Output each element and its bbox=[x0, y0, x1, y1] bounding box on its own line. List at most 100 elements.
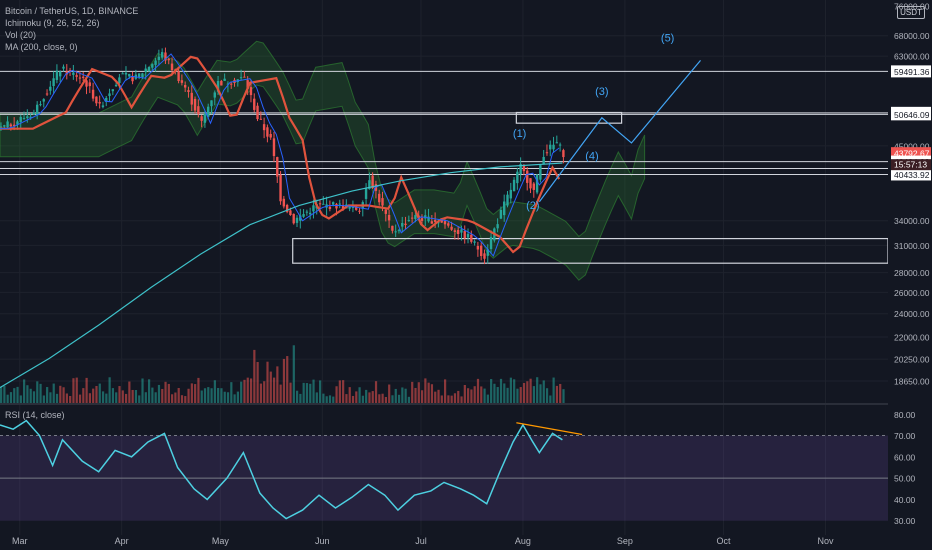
volume-bar bbox=[233, 394, 236, 403]
candle-body bbox=[243, 76, 246, 78]
volume-bar bbox=[138, 395, 141, 403]
candle-body bbox=[124, 72, 128, 75]
volume-bar bbox=[101, 391, 105, 403]
candle-body bbox=[239, 77, 243, 79]
volume-bar bbox=[121, 390, 124, 403]
candle-body bbox=[75, 75, 78, 77]
candle-body bbox=[65, 71, 68, 75]
volume-bar bbox=[532, 386, 535, 403]
volume-bar bbox=[105, 393, 108, 403]
candle-body bbox=[49, 86, 52, 91]
candle-body bbox=[220, 80, 223, 86]
candle-body bbox=[285, 205, 289, 212]
candle-body bbox=[535, 174, 539, 193]
volume-bar bbox=[148, 379, 151, 403]
volume-bar bbox=[486, 394, 489, 403]
candle-body bbox=[496, 224, 499, 229]
volume-bar bbox=[450, 395, 453, 403]
candle-body bbox=[312, 205, 315, 212]
candle-body bbox=[262, 124, 266, 131]
volume-bar bbox=[85, 377, 88, 403]
candle-body bbox=[552, 144, 555, 150]
volume-bar bbox=[542, 380, 545, 403]
candle-body bbox=[305, 211, 309, 213]
volume-bar bbox=[420, 390, 424, 403]
legend-symbol: Bitcoin / TetherUS, 1D, BINANCE bbox=[5, 6, 139, 16]
volume-bar bbox=[529, 378, 532, 403]
candle-body bbox=[519, 164, 522, 175]
candle-body bbox=[358, 210, 361, 212]
volume-bars bbox=[0, 345, 565, 403]
price-tick-label: 18650.00 bbox=[894, 377, 930, 387]
volume-bar bbox=[404, 388, 407, 403]
candle-body bbox=[203, 113, 207, 123]
candle-body bbox=[463, 231, 466, 239]
candle-body bbox=[19, 116, 22, 122]
wave-label-1: (1) bbox=[513, 128, 526, 140]
volume-bar bbox=[9, 392, 13, 403]
volume-bar bbox=[42, 395, 45, 403]
volume-bar bbox=[217, 387, 220, 403]
candle-body bbox=[404, 223, 407, 225]
candle-body bbox=[443, 221, 447, 225]
candle-body bbox=[187, 90, 190, 93]
volume-bar bbox=[124, 393, 128, 403]
volume-bar bbox=[177, 387, 180, 403]
price-tick-label: 20250.00 bbox=[894, 355, 930, 365]
rsi-tick-label: 70.00 bbox=[894, 431, 916, 441]
candle-body bbox=[3, 125, 6, 127]
candle-body bbox=[470, 234, 473, 242]
candle-body bbox=[322, 203, 325, 205]
candle-body bbox=[0, 126, 3, 128]
candle-body bbox=[420, 218, 424, 221]
legend-ichimoku: Ichimoku (9, 26, 52, 26) bbox=[5, 18, 100, 28]
candle-body bbox=[137, 73, 141, 78]
candle-body bbox=[440, 220, 443, 223]
volume-bar bbox=[503, 383, 506, 403]
candle-body bbox=[82, 76, 85, 78]
volume-bar bbox=[259, 383, 263, 403]
candle-body bbox=[555, 142, 559, 144]
time-tick-label: Mar bbox=[12, 536, 28, 546]
candle-body bbox=[499, 209, 503, 219]
volume-bar bbox=[322, 393, 325, 403]
volume-bar bbox=[29, 388, 32, 403]
candle-body bbox=[88, 82, 91, 87]
candle-body bbox=[269, 133, 272, 138]
volume-bar bbox=[263, 381, 266, 403]
volume-bar bbox=[279, 384, 282, 403]
currency-badge[interactable]: USDT bbox=[897, 6, 925, 19]
volume-bar bbox=[394, 388, 397, 403]
volume-bar bbox=[292, 345, 295, 403]
volume-bar bbox=[65, 393, 68, 403]
level-price-badge bbox=[891, 65, 931, 78]
candle-body bbox=[562, 150, 565, 158]
candle-body bbox=[42, 99, 45, 102]
volume-bar bbox=[49, 392, 52, 403]
volume-bar bbox=[338, 380, 341, 403]
volume-bar bbox=[526, 381, 529, 403]
time-tick-label: Nov bbox=[818, 536, 835, 546]
candle-body bbox=[338, 203, 341, 205]
candle-body bbox=[407, 220, 411, 222]
candle-body bbox=[430, 221, 434, 224]
volume-bar bbox=[213, 380, 216, 403]
candle-body bbox=[433, 219, 437, 222]
candle-body bbox=[299, 215, 302, 221]
candle-body bbox=[256, 105, 259, 120]
candle-body bbox=[72, 72, 75, 75]
rsi-line bbox=[0, 419, 563, 520]
volume-bar bbox=[236, 391, 239, 403]
volume-bar bbox=[519, 387, 522, 403]
time-tick-label: Jul bbox=[415, 536, 427, 546]
volume-bar bbox=[457, 390, 460, 403]
volume-bar bbox=[13, 388, 16, 403]
candle-body bbox=[427, 216, 430, 222]
volume-bar bbox=[296, 390, 299, 403]
volume-bar bbox=[315, 392, 318, 403]
volume-bar bbox=[424, 378, 427, 403]
candle-body bbox=[506, 194, 509, 206]
volume-bar bbox=[365, 389, 368, 403]
volume-bar bbox=[3, 385, 6, 403]
